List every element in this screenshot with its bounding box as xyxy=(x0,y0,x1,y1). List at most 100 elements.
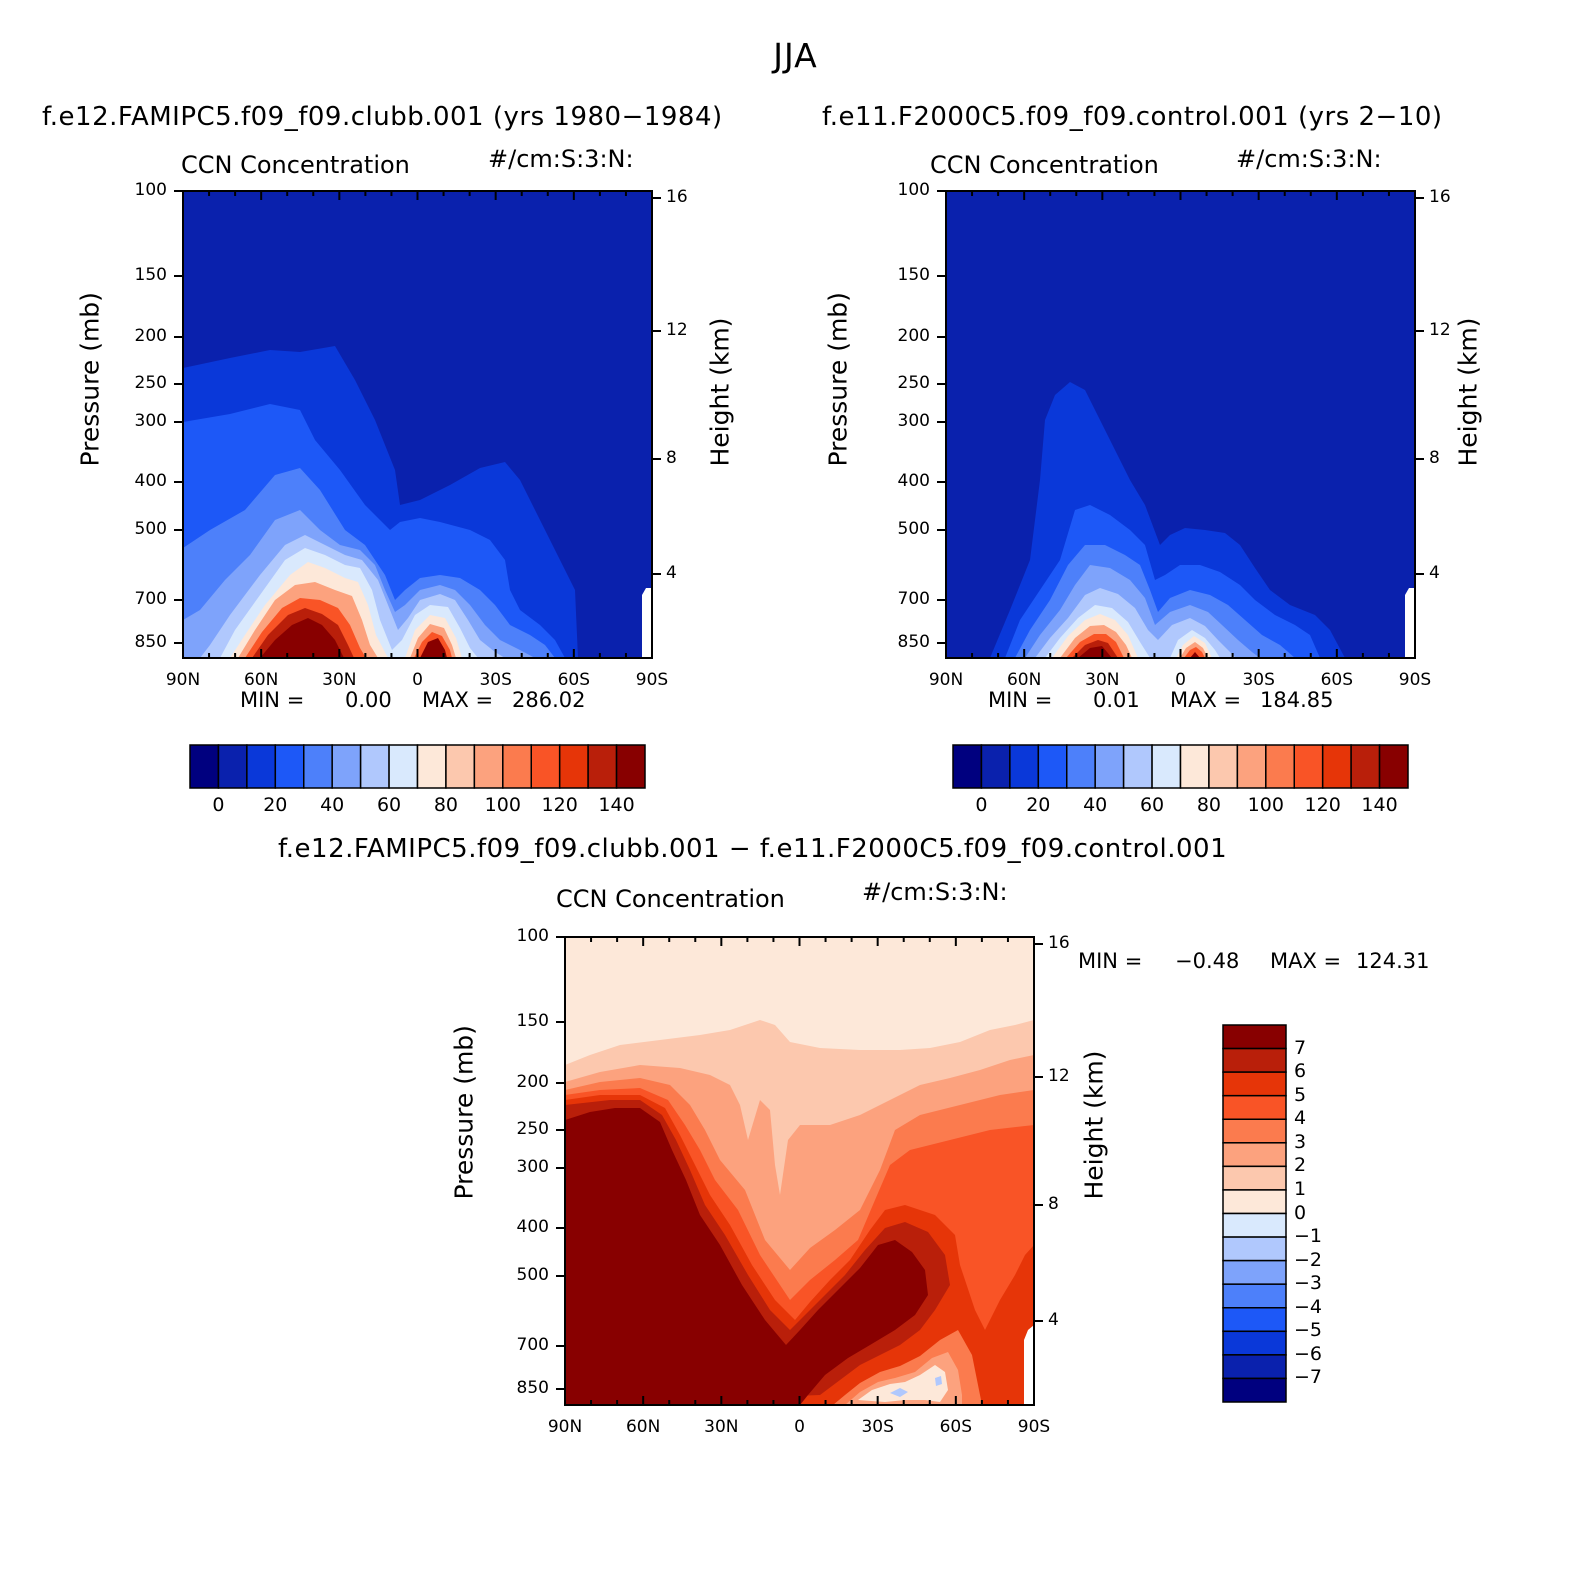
panel1-min-value: 0.00 xyxy=(345,688,392,712)
panel1-colorbar-box xyxy=(331,744,362,789)
panel3-right-tick-label: 8 xyxy=(1048,1194,1059,1214)
panel3-title: f.e12.FAMIPC5.f09_f09.clubb.001 − f.e11.… xyxy=(278,834,1228,864)
panel3-x-tick-label: 30S xyxy=(861,1417,894,1437)
panel3-colorbar-label: −5 xyxy=(1294,1319,1323,1342)
panel1-colorbar-box xyxy=(445,744,476,789)
panel3-colorbar-label: −4 xyxy=(1294,1295,1323,1318)
panel1-max-label: MAX = xyxy=(422,688,494,712)
panel2-colorbar-label: 120 xyxy=(1304,794,1341,816)
panel3-colorbar-box xyxy=(1222,1024,1287,1050)
panel2-colorbar-box xyxy=(1236,744,1267,789)
panel1-colorbar-label: 80 xyxy=(433,794,459,816)
panel1-max-value: 286.02 xyxy=(512,688,586,712)
panel1-x-tick-label: 30N xyxy=(322,670,357,690)
panel3-x-tick-label: 30N xyxy=(704,1417,739,1437)
panel2-y-tick-label: 500 xyxy=(897,519,930,539)
panel3-y-tick-label: 300 xyxy=(516,1157,549,1177)
panel3-colorbar-label: −7 xyxy=(1294,1366,1323,1389)
panel2-min-label: MIN = xyxy=(988,688,1053,712)
panel2-title: f.e11.F2000C5.f09_f09.control.001 (yrs 2… xyxy=(822,102,1443,132)
panel2-colorbar-label: 40 xyxy=(1083,794,1108,816)
panel2-max-value: 184.85 xyxy=(1260,688,1334,712)
panel3-colorbar-box xyxy=(1222,1307,1287,1333)
panel3-y-tick-label: 100 xyxy=(516,926,549,946)
panel3-min-label: MIN = xyxy=(1078,949,1143,973)
panel1-title: f.e12.FAMIPC5.f09_f09.clubb.001 (yrs 198… xyxy=(42,102,723,132)
panel2-colorbar-label: 100 xyxy=(1247,794,1284,816)
panel1-x-tick-label: 30S xyxy=(479,670,512,690)
panel1-x-tick-label: 60N xyxy=(243,670,279,690)
panel2-max-label: MAX = xyxy=(1170,688,1242,712)
panel1-colorbar-box xyxy=(388,744,419,789)
panel3-colorbar-label: 0 xyxy=(1294,1201,1307,1224)
panel3-y-tick-label: 250 xyxy=(516,1119,549,1139)
panel2-colorbar-label: 60 xyxy=(1139,794,1165,816)
panel3-colorbar-label: 1 xyxy=(1294,1177,1307,1200)
panel2-colorbar-box xyxy=(1321,744,1352,789)
panel2-x-tick-label: 60N xyxy=(1006,670,1042,690)
panel1-y-tick-label: 100 xyxy=(134,180,167,200)
panel1-colorbar-box xyxy=(558,744,589,789)
panel2-colorbar-box xyxy=(1293,744,1324,789)
panel2-right-tick-label: 8 xyxy=(1429,448,1440,468)
panel2-units-label: #/cm:S:3:N: xyxy=(1236,145,1382,173)
panel1-colorbar-box xyxy=(303,744,333,789)
panel3-colorbar-label: −1 xyxy=(1294,1225,1323,1248)
panel3-y-tick-label: 700 xyxy=(516,1335,549,1355)
panel1-colorbar-box xyxy=(615,744,646,789)
panel3-colorbar-box xyxy=(1222,1047,1287,1073)
panel1-colorbar-box xyxy=(416,744,447,789)
panel2-y-tick-label: 850 xyxy=(897,632,930,652)
panel1-right-tick-label: 16 xyxy=(666,187,688,207)
panel1-y-tick-label: 200 xyxy=(134,326,167,346)
panel3-min-value: −0.48 xyxy=(1175,949,1240,973)
panel2-colorbar-label: 80 xyxy=(1196,794,1222,816)
panel3-colorbar-label: 5 xyxy=(1294,1083,1307,1106)
panel2-colorbar-box xyxy=(1179,744,1210,789)
panel1-min-label: MIN = xyxy=(240,688,305,712)
panel2-colorbar-box xyxy=(980,744,1011,789)
panel2-colorbar-box xyxy=(1151,744,1182,789)
panel3-colorbar-label: −6 xyxy=(1294,1342,1323,1365)
panel3-x-tick-label: 60N xyxy=(625,1417,661,1437)
panel1-y-tick-label: 250 xyxy=(134,373,167,393)
panel3-colorbar-box xyxy=(1222,1259,1287,1285)
panel2-colorbar-label: 140 xyxy=(1361,794,1398,816)
panel1-colorbar-label: 120 xyxy=(541,794,578,816)
panel1-right-tick-label: 12 xyxy=(666,320,688,340)
panel2-x-tick-label: 60S xyxy=(1320,670,1354,690)
panel2-colorbar-box xyxy=(1066,744,1096,789)
panel3-colorbar-label: 3 xyxy=(1294,1130,1307,1153)
panel3-y-tick-label: 150 xyxy=(516,1011,549,1031)
panel3-colorbar-label: −2 xyxy=(1294,1248,1323,1271)
panel2-colorbar-box xyxy=(1009,744,1040,789)
panel2-colorbar-box xyxy=(952,744,983,789)
panel3-colorbar-label: 4 xyxy=(1294,1107,1307,1130)
panel2-right-tick-label: 4 xyxy=(1429,563,1440,583)
panel3-colorbar-box xyxy=(1222,1165,1287,1191)
panel2-colorbar-box xyxy=(1378,744,1409,789)
panel3-colorbar-label: −3 xyxy=(1294,1272,1323,1295)
panel2-x-tick-label: 0 xyxy=(1175,670,1186,690)
panel1-colorbar-label: 100 xyxy=(484,794,521,816)
panel1-colorbar-box xyxy=(274,744,305,789)
panel2-y-tick-label: 300 xyxy=(897,411,930,431)
panel1-units-label: #/cm:S:3:N: xyxy=(488,145,634,173)
panel3-max-value: 124.31 xyxy=(1356,949,1430,973)
panel2-variable-label: CCN Concentration xyxy=(930,151,1159,179)
panel2-x-tick-label: 30S xyxy=(1242,670,1275,690)
panel1-y-tick-label: 400 xyxy=(134,471,167,491)
panel3-colorbar-box xyxy=(1222,1071,1287,1097)
panel2-right-tick-label: 12 xyxy=(1429,320,1451,340)
panel3-colorbar-label: 7 xyxy=(1294,1036,1307,1059)
panel2-right-tick-label: 16 xyxy=(1429,187,1451,207)
panel1-colorbar-box xyxy=(473,744,504,789)
tick-marks xyxy=(174,190,1424,1405)
panel2-x-tick-label: 90S xyxy=(1398,670,1432,690)
panel3-units-label: #/cm:S:3:N: xyxy=(862,878,1008,906)
panel3-colorbar-box xyxy=(1222,1094,1287,1120)
panel1-y-tick-label: 150 xyxy=(134,265,167,285)
panel1-colorbar-box xyxy=(502,744,532,789)
panel1-y-tick-label: 300 xyxy=(134,411,167,431)
panel3-variable-label: CCN Concentration xyxy=(556,885,785,913)
